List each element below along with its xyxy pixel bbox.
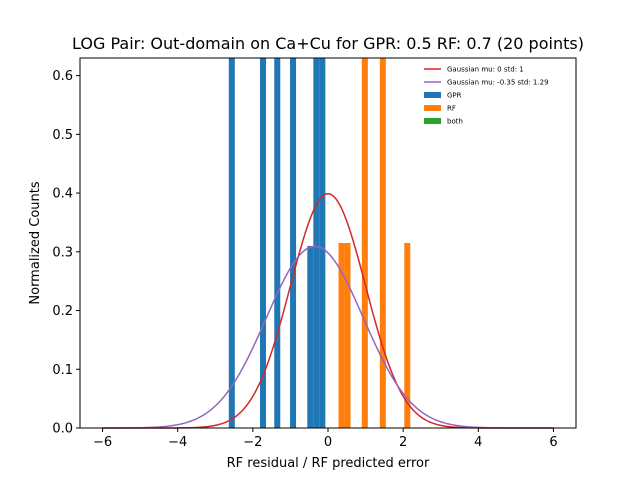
- legend-both-swatch: [424, 118, 441, 124]
- chart-title: LOG Pair: Out-domain on Ca+Cu for GPR: 0…: [72, 34, 584, 53]
- rf-bar-0: [338, 243, 345, 428]
- gaussian-curve-1: [102, 245, 554, 429]
- rf-bar-3: [379, 58, 386, 428]
- legend-rf-swatch: [424, 105, 441, 111]
- x-axis-ticks: −6 −4 −2 0 2 4 6: [93, 428, 558, 450]
- legend-gaussian-standard-label: Gaussian mu: 0 std: 1: [447, 66, 524, 74]
- rf-bar-1: [344, 243, 351, 428]
- plot-area: [102, 58, 554, 429]
- y-tick-label: 0.0: [52, 422, 73, 437]
- legend-gpr-swatch: [424, 92, 441, 98]
- x-tick-label: −2: [243, 435, 262, 450]
- rf-bar-4: [404, 243, 411, 428]
- y-tick-label: 0.1: [52, 363, 73, 378]
- gpr-bar-2: [274, 58, 281, 428]
- x-tick-label: 4: [474, 435, 482, 450]
- x-axis-label: RF residual / RF predicted error: [227, 456, 430, 471]
- gpr-bars: [228, 58, 326, 428]
- legend-gpr-label: GPR: [447, 92, 462, 100]
- y-tick-label: 0.4: [52, 187, 73, 202]
- gpr-bar-3: [290, 58, 297, 428]
- gpr-bar-5: [313, 58, 320, 428]
- x-tick-label: 6: [549, 435, 557, 450]
- y-axis-ticks: 0.0 0.1 0.2 0.3 0.4 0.5 0.6: [52, 69, 80, 437]
- x-tick-label: 2: [399, 435, 407, 450]
- gpr-bar-6: [319, 58, 326, 428]
- gpr-bar-4: [307, 245, 314, 428]
- y-axis-label: Normalized Counts: [28, 181, 43, 304]
- rf-bar-2: [361, 58, 368, 428]
- x-tick-label: −6: [93, 435, 112, 450]
- y-tick-label: 0.2: [52, 304, 73, 319]
- y-tick-label: 0.5: [52, 128, 73, 143]
- y-tick-label: 0.6: [52, 69, 73, 84]
- legend-gaussian-fit-label: Gaussian mu: -0.35 std: 1.29: [447, 79, 549, 87]
- y-tick-label: 0.3: [52, 245, 73, 260]
- x-tick-label: 0: [324, 435, 332, 450]
- gpr-bar-0: [228, 58, 235, 428]
- x-tick-label: −4: [168, 435, 187, 450]
- legend-rf-label: RF: [447, 105, 456, 113]
- legend-both-label: both: [447, 118, 463, 126]
- legend: Gaussian mu: 0 std: 1 Gaussian mu: -0.35 …: [424, 66, 549, 126]
- rf-bars: [338, 58, 411, 428]
- gpr-bar-1: [259, 58, 266, 428]
